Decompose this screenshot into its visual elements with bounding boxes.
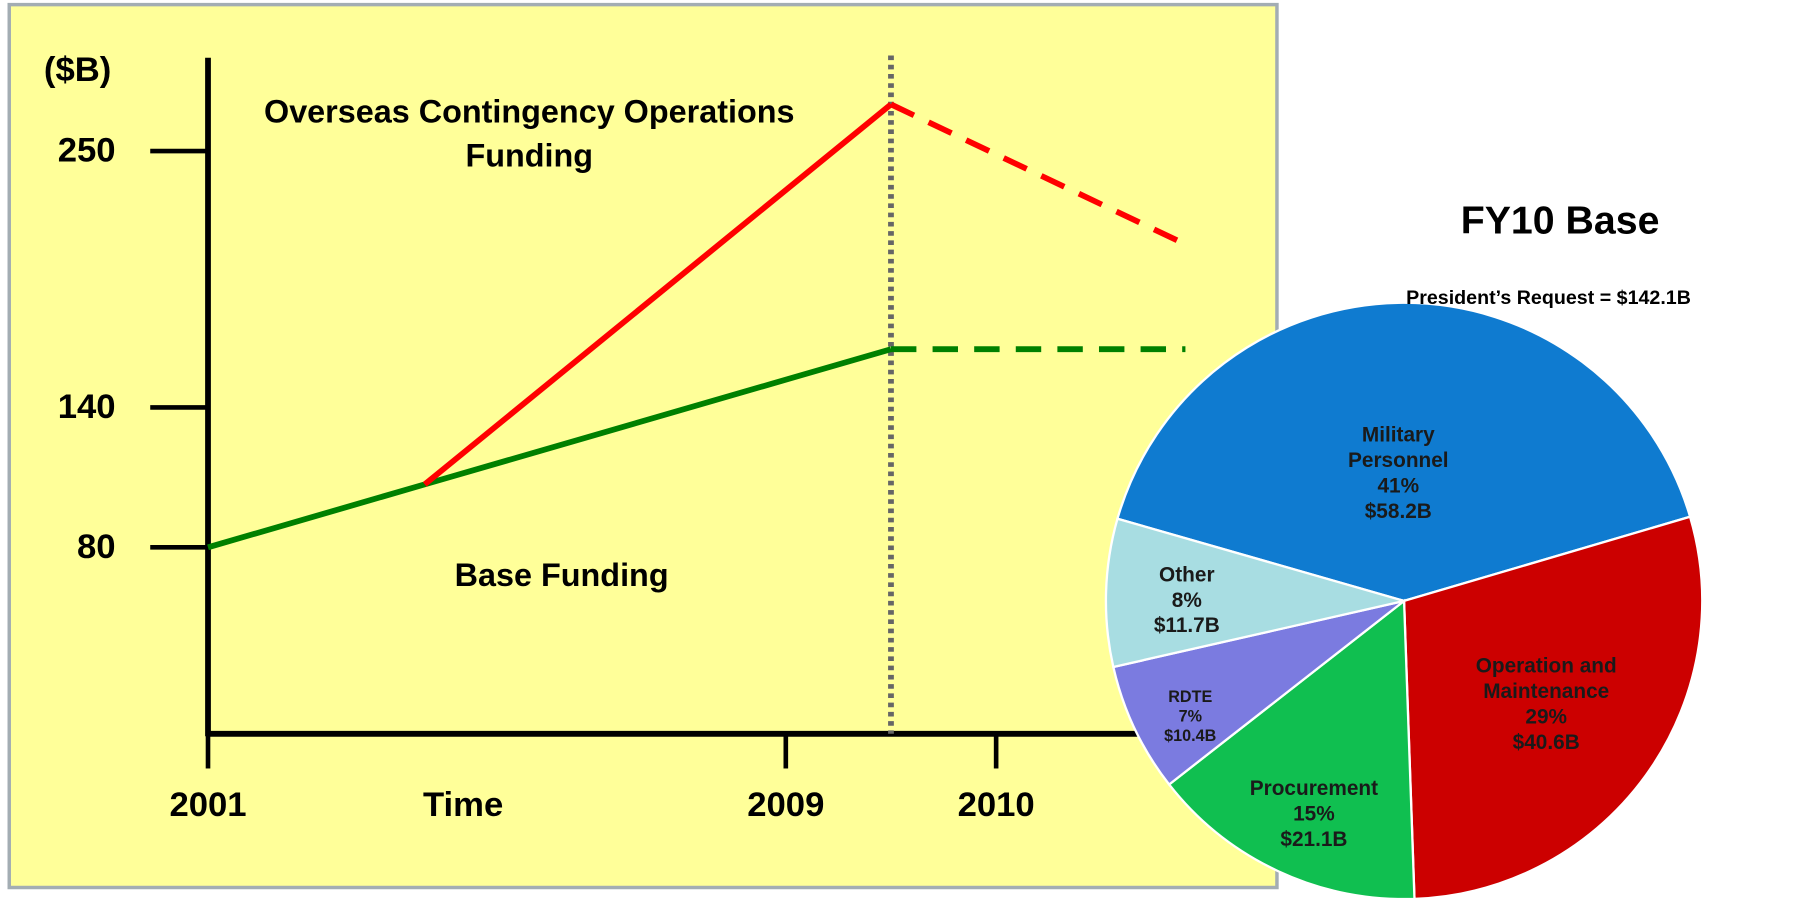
slice-label-line: Other: [1159, 562, 1215, 586]
x-tick-label: 2001: [169, 785, 247, 824]
x-tick-label: 2010: [957, 785, 1035, 824]
slice-label-line: 8%: [1171, 588, 1202, 612]
slice-label: Procurement 15% $21.1B: [1210, 777, 1418, 853]
pie-slice: [1402, 515, 1704, 900]
slice-label-line: $58.2B: [1364, 499, 1432, 523]
slice-label: RDTE 7% $10.4B: [1086, 687, 1294, 746]
y-tick-label: 250: [57, 131, 116, 170]
slice-label-line: $21.1B: [1280, 827, 1348, 851]
slice-label-line: 7%: [1178, 706, 1202, 726]
slice-label: Operation and Maintenance 29% $40.6B: [1460, 654, 1633, 755]
series-line: [422, 102, 893, 487]
y-axis-label: ($B): [43, 50, 112, 89]
slice-label-line: $10.4B: [1164, 726, 1217, 745]
series-label: Overseas Contingency Operations Funding: [264, 93, 795, 174]
line-panel: [7, 2, 1279, 890]
series-label: Base Funding: [454, 557, 669, 593]
pie-title: FY10 Base: [1460, 198, 1660, 243]
x-axis-label: Time: [422, 785, 504, 824]
projected-line: [889, 101, 1187, 247]
pie-slice: [1167, 598, 1416, 900]
slice-label-line: RDTE: [1168, 686, 1213, 706]
slice-label-line: 41%: [1377, 473, 1420, 497]
slice-label-line: Procurement: [1249, 776, 1379, 800]
slice-label-line: 15%: [1293, 802, 1335, 826]
slice-label-line: 29%: [1525, 704, 1568, 729]
slice-label-line: $11.7B: [1153, 613, 1220, 637]
pie-subtitle: President’s Request = $142.1B: [1406, 286, 1691, 309]
slice-label-line: Operation and Maintenance: [1475, 654, 1617, 703]
slice-label: Military Personnel 41% $58.2B: [1312, 423, 1485, 524]
slice-label-line: $40.6B: [1512, 730, 1580, 754]
y-tick-label: 140: [57, 387, 116, 426]
pie-slice: [1111, 599, 1405, 787]
slice-label-line: Military Personnel: [1348, 423, 1449, 472]
y-tick-label: 80: [76, 527, 116, 566]
pie-slice: [1104, 517, 1405, 669]
pie-slice: [1116, 301, 1692, 603]
x-tick-label: 2009: [747, 785, 825, 824]
slice-label: Other 8% $11.7B: [1083, 563, 1291, 639]
